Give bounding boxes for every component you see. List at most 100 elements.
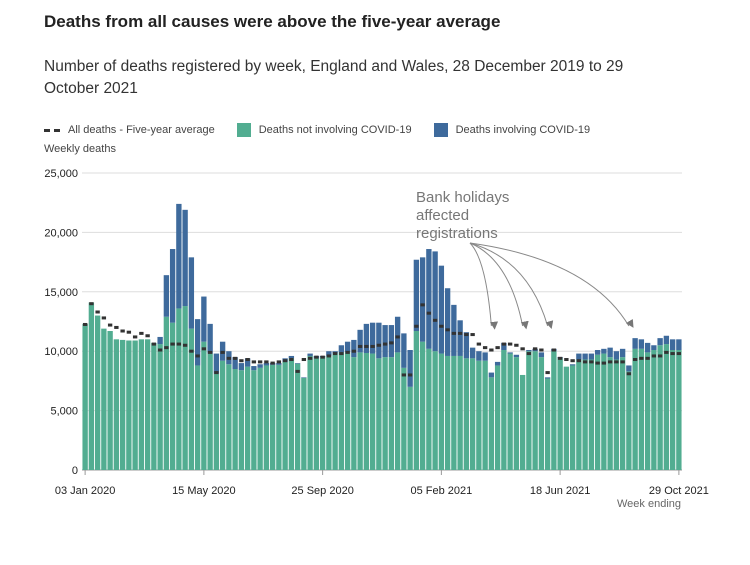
bar-not-covid <box>494 365 501 470</box>
annotation-text: affected <box>416 207 469 224</box>
bar-covid <box>207 323 213 354</box>
average-dash <box>501 342 507 346</box>
legend-item-not-covid[interactable]: Deaths not involving COVID-19 <box>236 123 412 137</box>
bar-covid <box>507 352 513 354</box>
average-dash <box>589 360 594 364</box>
bar-not-covid <box>88 302 95 470</box>
bar-not-covid <box>513 357 520 470</box>
average-dash <box>289 358 294 362</box>
bar-not-covid <box>163 316 170 470</box>
bar-covid <box>538 352 545 358</box>
average-dash <box>320 355 325 359</box>
bar-not-covid <box>644 352 651 470</box>
average-dash <box>195 354 200 358</box>
bar-covid <box>601 348 607 354</box>
bar-covid <box>294 363 301 364</box>
average-dash <box>395 335 400 339</box>
bar-covid <box>157 336 163 345</box>
blue-swatch-icon <box>433 123 448 137</box>
bar-covid <box>582 353 588 360</box>
legend-item-average[interactable]: All deaths - Five-year average <box>44 124 215 136</box>
average-dash <box>576 359 582 363</box>
average-dash <box>226 356 232 360</box>
average-dash <box>264 360 269 364</box>
bar-not-covid <box>588 359 595 470</box>
average-dash <box>582 360 588 364</box>
y-tick-label: 5,000 <box>50 406 78 418</box>
average-dash <box>220 350 225 354</box>
bar-covid <box>619 348 626 358</box>
average-dash <box>657 354 663 358</box>
bar-covid <box>163 275 170 317</box>
average-dash <box>482 346 488 350</box>
bar-not-covid <box>532 351 538 470</box>
average-dash <box>82 322 88 326</box>
bar-not-covid <box>594 354 601 470</box>
bar-covid <box>288 355 295 359</box>
bar-covid <box>451 304 457 356</box>
average-dash <box>276 360 282 364</box>
bar-not-covid <box>294 363 301 470</box>
bar-covid <box>257 364 263 368</box>
bar-not-covid <box>369 353 376 470</box>
average-dash <box>339 352 344 356</box>
bar-covid <box>244 358 251 367</box>
average-dash <box>176 342 182 346</box>
bar-covid <box>651 345 657 351</box>
legend-label: Deaths not involving COVID-19 <box>258 124 412 136</box>
y-tick-label: 20,000 <box>44 227 78 239</box>
x-tick-label: 15 May 2020 <box>172 485 236 497</box>
x-tick-label: 25 Sep 2020 <box>291 485 353 497</box>
bar-not-covid <box>394 352 401 470</box>
average-dash <box>257 360 263 364</box>
average-dash <box>664 350 669 354</box>
bar-covid <box>469 347 476 359</box>
average-dash <box>101 316 107 320</box>
bar-not-covid <box>563 366 570 470</box>
average-dash <box>464 333 469 337</box>
bar-not-covid <box>238 370 245 470</box>
bar-not-covid <box>557 358 563 470</box>
bar-not-covid <box>657 345 663 470</box>
bar-covid <box>657 338 663 346</box>
bar-not-covid <box>607 357 613 470</box>
bar-covid <box>194 319 201 366</box>
x-tick-label: 18 Jun 2021 <box>530 485 591 497</box>
bar-not-covid <box>251 370 257 470</box>
legend-item-covid[interactable]: Deaths involving COVID-19 <box>433 123 590 137</box>
bar-covid <box>307 353 313 356</box>
bar-not-covid <box>626 371 632 470</box>
bar-covid <box>444 288 451 356</box>
bar-not-covid <box>482 360 488 470</box>
average-dash <box>251 360 257 364</box>
bar-not-covid <box>282 361 288 470</box>
average-dash <box>595 361 600 365</box>
bar-covid <box>344 341 351 353</box>
average-dash <box>139 331 144 335</box>
bar-not-covid <box>232 369 238 470</box>
average-dash <box>157 348 163 352</box>
average-dash <box>182 343 188 347</box>
bar-not-covid <box>219 360 226 470</box>
average-dash <box>445 328 450 332</box>
average-dash <box>382 342 388 346</box>
bar-not-covid <box>326 355 332 470</box>
bar-not-covid <box>582 359 588 470</box>
bar-not-covid <box>351 357 357 470</box>
average-dash <box>432 318 438 322</box>
bar-not-covid <box>638 348 645 470</box>
bar-covid <box>632 338 638 349</box>
bar-covid <box>276 363 282 365</box>
bar-covid <box>432 251 438 352</box>
x-axis-label: Week ending <box>617 498 681 510</box>
legend: All deaths - Five-year average Deaths no… <box>44 123 612 137</box>
annotation-arrow <box>469 242 554 329</box>
y-axis-label: Weekly deaths <box>44 143 116 155</box>
average-dash <box>632 358 638 362</box>
average-dash <box>114 325 119 329</box>
bar-covid <box>232 357 238 370</box>
bar-covid <box>188 257 195 329</box>
bar-not-covid <box>269 364 276 470</box>
bar-not-covid <box>463 358 470 470</box>
